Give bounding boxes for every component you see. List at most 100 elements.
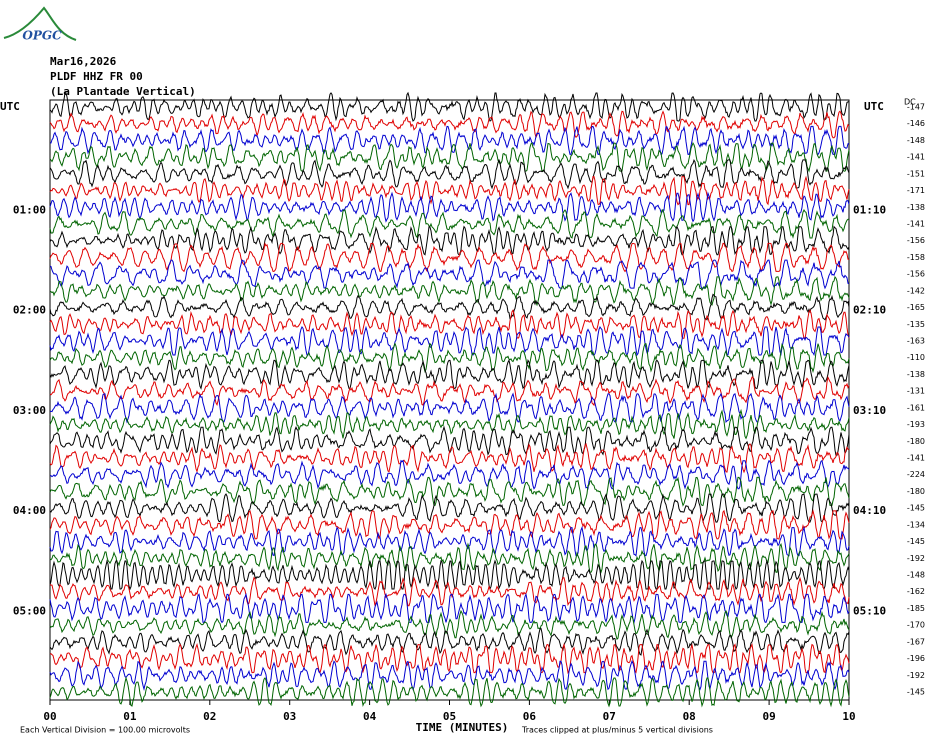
x-tick-label: 02 (203, 710, 216, 723)
dc-offset: -138 (907, 370, 925, 379)
dc-offset: -196 (907, 654, 925, 663)
dc-offset: -224 (907, 470, 925, 479)
offset-title: DC (904, 98, 916, 107)
trace (49, 191, 850, 223)
logo-arc (3, 6, 77, 41)
trace (49, 609, 850, 641)
trace (49, 576, 850, 607)
logo: OPGC (22, 29, 62, 43)
trace (49, 592, 850, 625)
trace (49, 91, 850, 122)
trace (49, 342, 850, 374)
x-tick-label: 05 (443, 710, 456, 723)
row-label-left: 05:00 (13, 604, 46, 617)
dc-offset: -163 (907, 337, 925, 346)
trace (49, 408, 850, 440)
dc-offset: -141 (907, 220, 925, 229)
trace (49, 158, 850, 190)
x-tick-label: 06 (523, 710, 537, 723)
trace (49, 392, 850, 424)
trace (49, 275, 850, 307)
x-tick-label: 07 (603, 710, 616, 723)
row-label-right: 05:10 (853, 604, 886, 617)
trace (49, 293, 850, 321)
dc-offset: -147 (907, 103, 925, 112)
trace (49, 309, 850, 340)
clip-note: Traces clipped at plus/minus 5 vertical … (521, 726, 713, 735)
dc-offset: -134 (907, 520, 925, 529)
dc-offset: -180 (907, 437, 925, 446)
dc-offset: -135 (907, 320, 925, 329)
row-label-right: 01:10 (853, 203, 886, 216)
dc-offset: -170 (907, 621, 925, 630)
x-tick-label: 10 (842, 710, 855, 723)
dc-offset: -146 (907, 119, 925, 128)
trace (49, 508, 850, 540)
dc-offset: -185 (907, 604, 925, 613)
trace (49, 676, 850, 708)
dc-offset: -131 (907, 387, 925, 396)
trace (49, 175, 850, 206)
dc-offset: -158 (907, 253, 925, 262)
trace (49, 525, 850, 557)
dc-offset: -145 (907, 688, 925, 697)
dc-offset: -142 (907, 286, 925, 295)
left-axis-title: UTC (0, 100, 20, 113)
trace (49, 325, 850, 357)
trace (49, 141, 850, 173)
row-label-left: 03:00 (13, 404, 46, 417)
location: (La Plantade Vertical) (50, 85, 196, 98)
date: Mar16,2026 (50, 55, 117, 68)
trace (49, 559, 850, 591)
dc-offset: -141 (907, 454, 925, 463)
row-label-right: 03:10 (853, 404, 886, 417)
trace (49, 259, 850, 290)
dc-offset: -148 (907, 136, 925, 145)
trace (49, 359, 850, 390)
x-axis-title: TIME (MINUTES) (416, 721, 509, 734)
row-label-left: 02:00 (13, 304, 46, 317)
row-label-left: 04:00 (13, 504, 46, 517)
trace (49, 476, 850, 507)
x-tick-label: 01 (123, 710, 137, 723)
x-tick-label: 09 (762, 710, 775, 723)
trace (49, 375, 850, 407)
dc-offset: -156 (907, 270, 925, 279)
dc-offset: -192 (907, 554, 925, 563)
trace (49, 242, 850, 273)
station: PLDF HHZ FR 00 (50, 70, 143, 83)
x-tick-label: 00 (43, 710, 56, 723)
row-label-right: 04:10 (853, 504, 886, 517)
trace (49, 660, 850, 691)
trace (49, 442, 850, 474)
dc-offset: -110 (907, 353, 925, 362)
trace (49, 627, 850, 656)
dc-offset: -165 (907, 303, 925, 312)
trace (49, 459, 850, 490)
dc-offset: -145 (907, 504, 925, 513)
x-tick-label: 04 (363, 710, 377, 723)
dc-offset: -193 (907, 420, 925, 429)
dc-offset: -145 (907, 537, 925, 546)
dc-offset: -192 (907, 671, 925, 680)
trace (49, 225, 850, 256)
dc-offset: -138 (907, 203, 925, 212)
trace (49, 493, 850, 524)
dc-offset: -162 (907, 587, 925, 596)
dc-offset: -167 (907, 637, 925, 646)
trace (49, 208, 850, 239)
trace (49, 110, 850, 139)
dc-offset: -141 (907, 153, 925, 162)
dc-offset: -161 (907, 403, 925, 412)
row-label-right: 02:10 (853, 304, 886, 317)
trace (49, 642, 850, 675)
scale-note: Each Vertical Division = 100.00 microvol… (20, 726, 190, 735)
trace (49, 125, 850, 156)
dc-offset: -156 (907, 236, 925, 245)
dc-offset: -180 (907, 487, 925, 496)
x-tick-label: 08 (683, 710, 696, 723)
dc-offset: -148 (907, 571, 925, 580)
row-label-left: 01:00 (13, 203, 46, 216)
dc-offset: -171 (907, 186, 925, 195)
